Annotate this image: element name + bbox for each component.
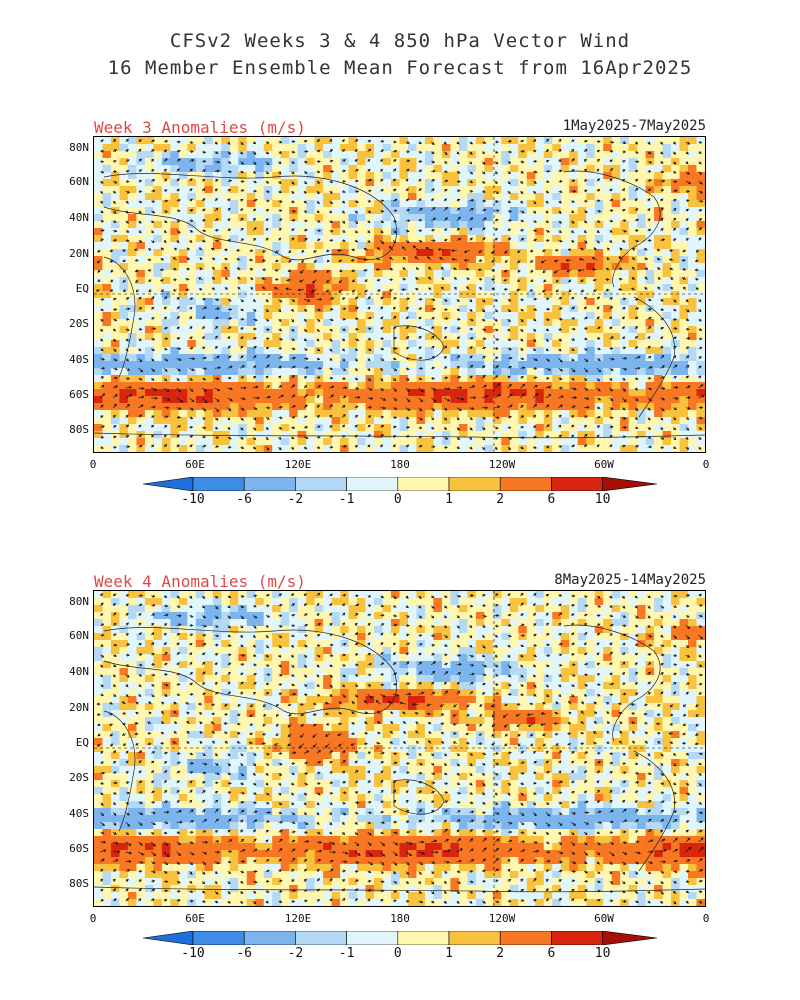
colorbar-label: -10 [181,492,205,507]
lat-label: 40S [69,807,89,820]
lat-label: 20N [69,247,89,260]
lon-label: 60E [185,912,205,925]
wind-vectors [95,138,705,451]
lat-label: 80S [69,877,89,890]
colorbar-label: 6 [547,946,556,961]
colorbar-label: -6 [236,492,253,507]
panel-label: Week 4 Anomalies (m/s) [94,572,306,591]
anomaly-shading [94,591,705,906]
lon-label: 60W [594,458,614,471]
colorbar-high-arrow [602,930,658,946]
colorbar-low-arrow [142,476,194,492]
colorbar-label: 10 [594,492,611,507]
colorbar-swatch [499,476,552,492]
panel-dates: 8May2025-14May2025 [554,572,706,588]
lon-label: 60E [185,458,205,471]
lat-label: 60S [69,842,89,855]
anomaly-map [93,136,706,453]
colorbar-label: 2 [496,492,505,507]
lat-label: EQ [75,736,89,749]
colorbar-swatch [295,930,347,946]
colorbar-swatch [551,476,603,492]
lon-label: 60W [594,912,614,925]
colorbar-swatch [192,930,245,946]
chart-subtitle: 16 Member Ensemble Mean Forecast from 16… [107,57,693,79]
colorbar-swatches [142,930,658,946]
colorbar-swatch [551,930,603,946]
colorbar-label: 6 [547,492,556,507]
colorbar-swatch [448,476,501,492]
lat-label: 20S [69,771,89,784]
colorbar-swatches [142,476,658,492]
lat-label: 80S [69,423,89,436]
lon-label: 120W [488,912,516,925]
colorbar-swatch [346,930,399,946]
coastlines [94,591,705,906]
lon-label: 120W [488,458,516,471]
colorbar-label: -1 [338,492,355,507]
lat-label: 40N [69,665,89,678]
colorbar: -10 -6 -2 -1 0 1 2 6 10 [142,476,658,507]
lat-label: 60S [69,388,89,401]
colorbar-swatch [397,930,450,946]
colorbar-label: 1 [445,946,453,961]
colorbar-swatch [295,476,347,492]
colorbar-swatch [448,930,501,946]
wind-anomaly-field [94,137,705,452]
colorbar-label: 0 [393,946,402,961]
lat-label: 20N [69,701,89,714]
lon-label: 0 [702,458,710,471]
colorbar-label: 1 [445,492,453,507]
lon-label: 120E [284,912,312,925]
panel-label: Week 3 Anomalies (m/s) [94,118,306,137]
colorbar-swatch [397,476,450,492]
colorbar-swatch [346,476,399,492]
lat-label: 20S [69,317,89,330]
colorbar-label: 10 [594,946,611,961]
week4-panel: Week 4 Anomalies (m/s) 8May2025-14May202… [0,572,800,992]
colorbar-label: -2 [287,946,304,961]
colorbar-label: -10 [181,946,205,961]
week3-panel: Week 3 Anomalies (m/s) 1May2025-7May2025… [0,118,800,538]
colorbar-label: -1 [338,946,355,961]
wind-anomaly-field [94,591,705,906]
lat-label: EQ [75,282,89,295]
lon-label: 0 [89,912,97,925]
lon-label: 180 [390,458,410,471]
lat-label: 40N [69,211,89,224]
colorbar-swatch [192,476,245,492]
colorbar-swatch [243,476,296,492]
colorbar-label: -2 [287,492,304,507]
lat-label: 60N [69,629,89,642]
lat-label: 40S [69,353,89,366]
lon-label: 0 [702,912,710,925]
colorbar-label: 0 [393,492,402,507]
lat-label: 80N [69,141,89,154]
anomaly-map [93,590,706,907]
lat-label: 60N [69,175,89,188]
colorbar-label: 2 [496,946,505,961]
lat-label: 80N [69,595,89,608]
colorbar-high-arrow [602,476,658,492]
colorbar-low-arrow [142,930,194,946]
coastlines [94,137,705,452]
lon-label: 0 [89,458,97,471]
colorbar-swatch [499,930,552,946]
colorbar-swatch [243,930,296,946]
lon-label: 180 [390,912,410,925]
colorbar-label: -6 [236,946,253,961]
lon-label: 120E [284,458,312,471]
panel-dates: 1May2025-7May2025 [562,118,706,134]
wind-vectors [96,592,704,905]
anomaly-shading [94,137,705,452]
colorbar: -10 -6 -2 -1 0 1 2 6 10 [142,930,658,961]
chart-title: CFSv2 Weeks 3 & 4 850 hPa Vector Wind [169,30,631,52]
